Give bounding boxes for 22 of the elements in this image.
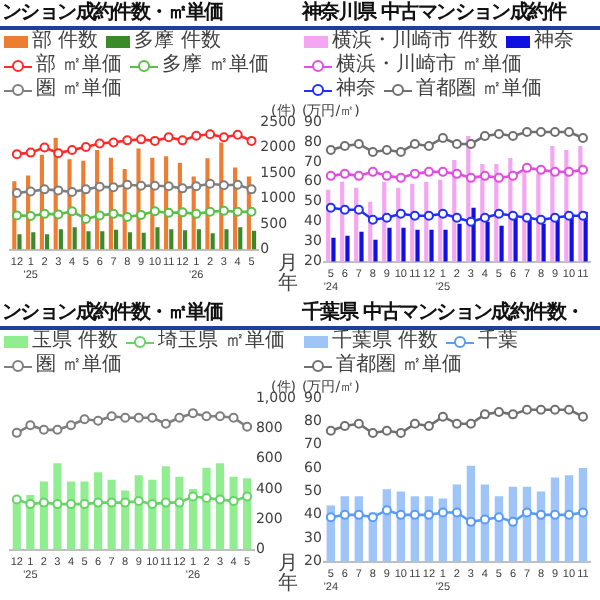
- chart-title: ンション成約件数・㎡単価: [0, 300, 300, 330]
- legend-label: 千葉県 件数: [332, 330, 439, 353]
- legend-label: 神奈: [534, 30, 575, 54]
- chart-title: 神奈川県 中古マンション成約件: [300, 0, 600, 30]
- legend-label: 埼玉県 ㎡単価: [158, 330, 285, 354]
- legend-label: 横浜・川崎市 件数: [332, 30, 499, 53]
- chart-title: ンション成約件数・㎡単価: [0, 0, 300, 30]
- legend-label: 圏 ㎡単価: [36, 354, 123, 378]
- legend-label: 多摩 ㎡単価: [162, 54, 269, 78]
- chart-title: 千葉県 中古マンション成約件数・: [300, 300, 600, 330]
- legend-label: 多摩 件数: [134, 30, 221, 53]
- legend-label: 横浜・川崎市 ㎡単価: [336, 54, 523, 77]
- legend-label: 神奈: [336, 78, 376, 102]
- x-axis-title: 月年: [278, 552, 298, 595]
- legend-label: 首都圏 ㎡単価: [416, 78, 543, 102]
- x-axis-title: 月年: [278, 252, 298, 295]
- legend-label: 玉県 件数: [32, 330, 119, 354]
- legend-label: 千葉: [478, 330, 519, 354]
- legend-label: 圏 ㎡単価: [36, 78, 123, 102]
- legend-label: 首都圏 ㎡単価: [336, 354, 463, 378]
- legend-label: 部 ㎡単価: [36, 54, 123, 78]
- legend-label: 部 件数: [32, 30, 99, 53]
